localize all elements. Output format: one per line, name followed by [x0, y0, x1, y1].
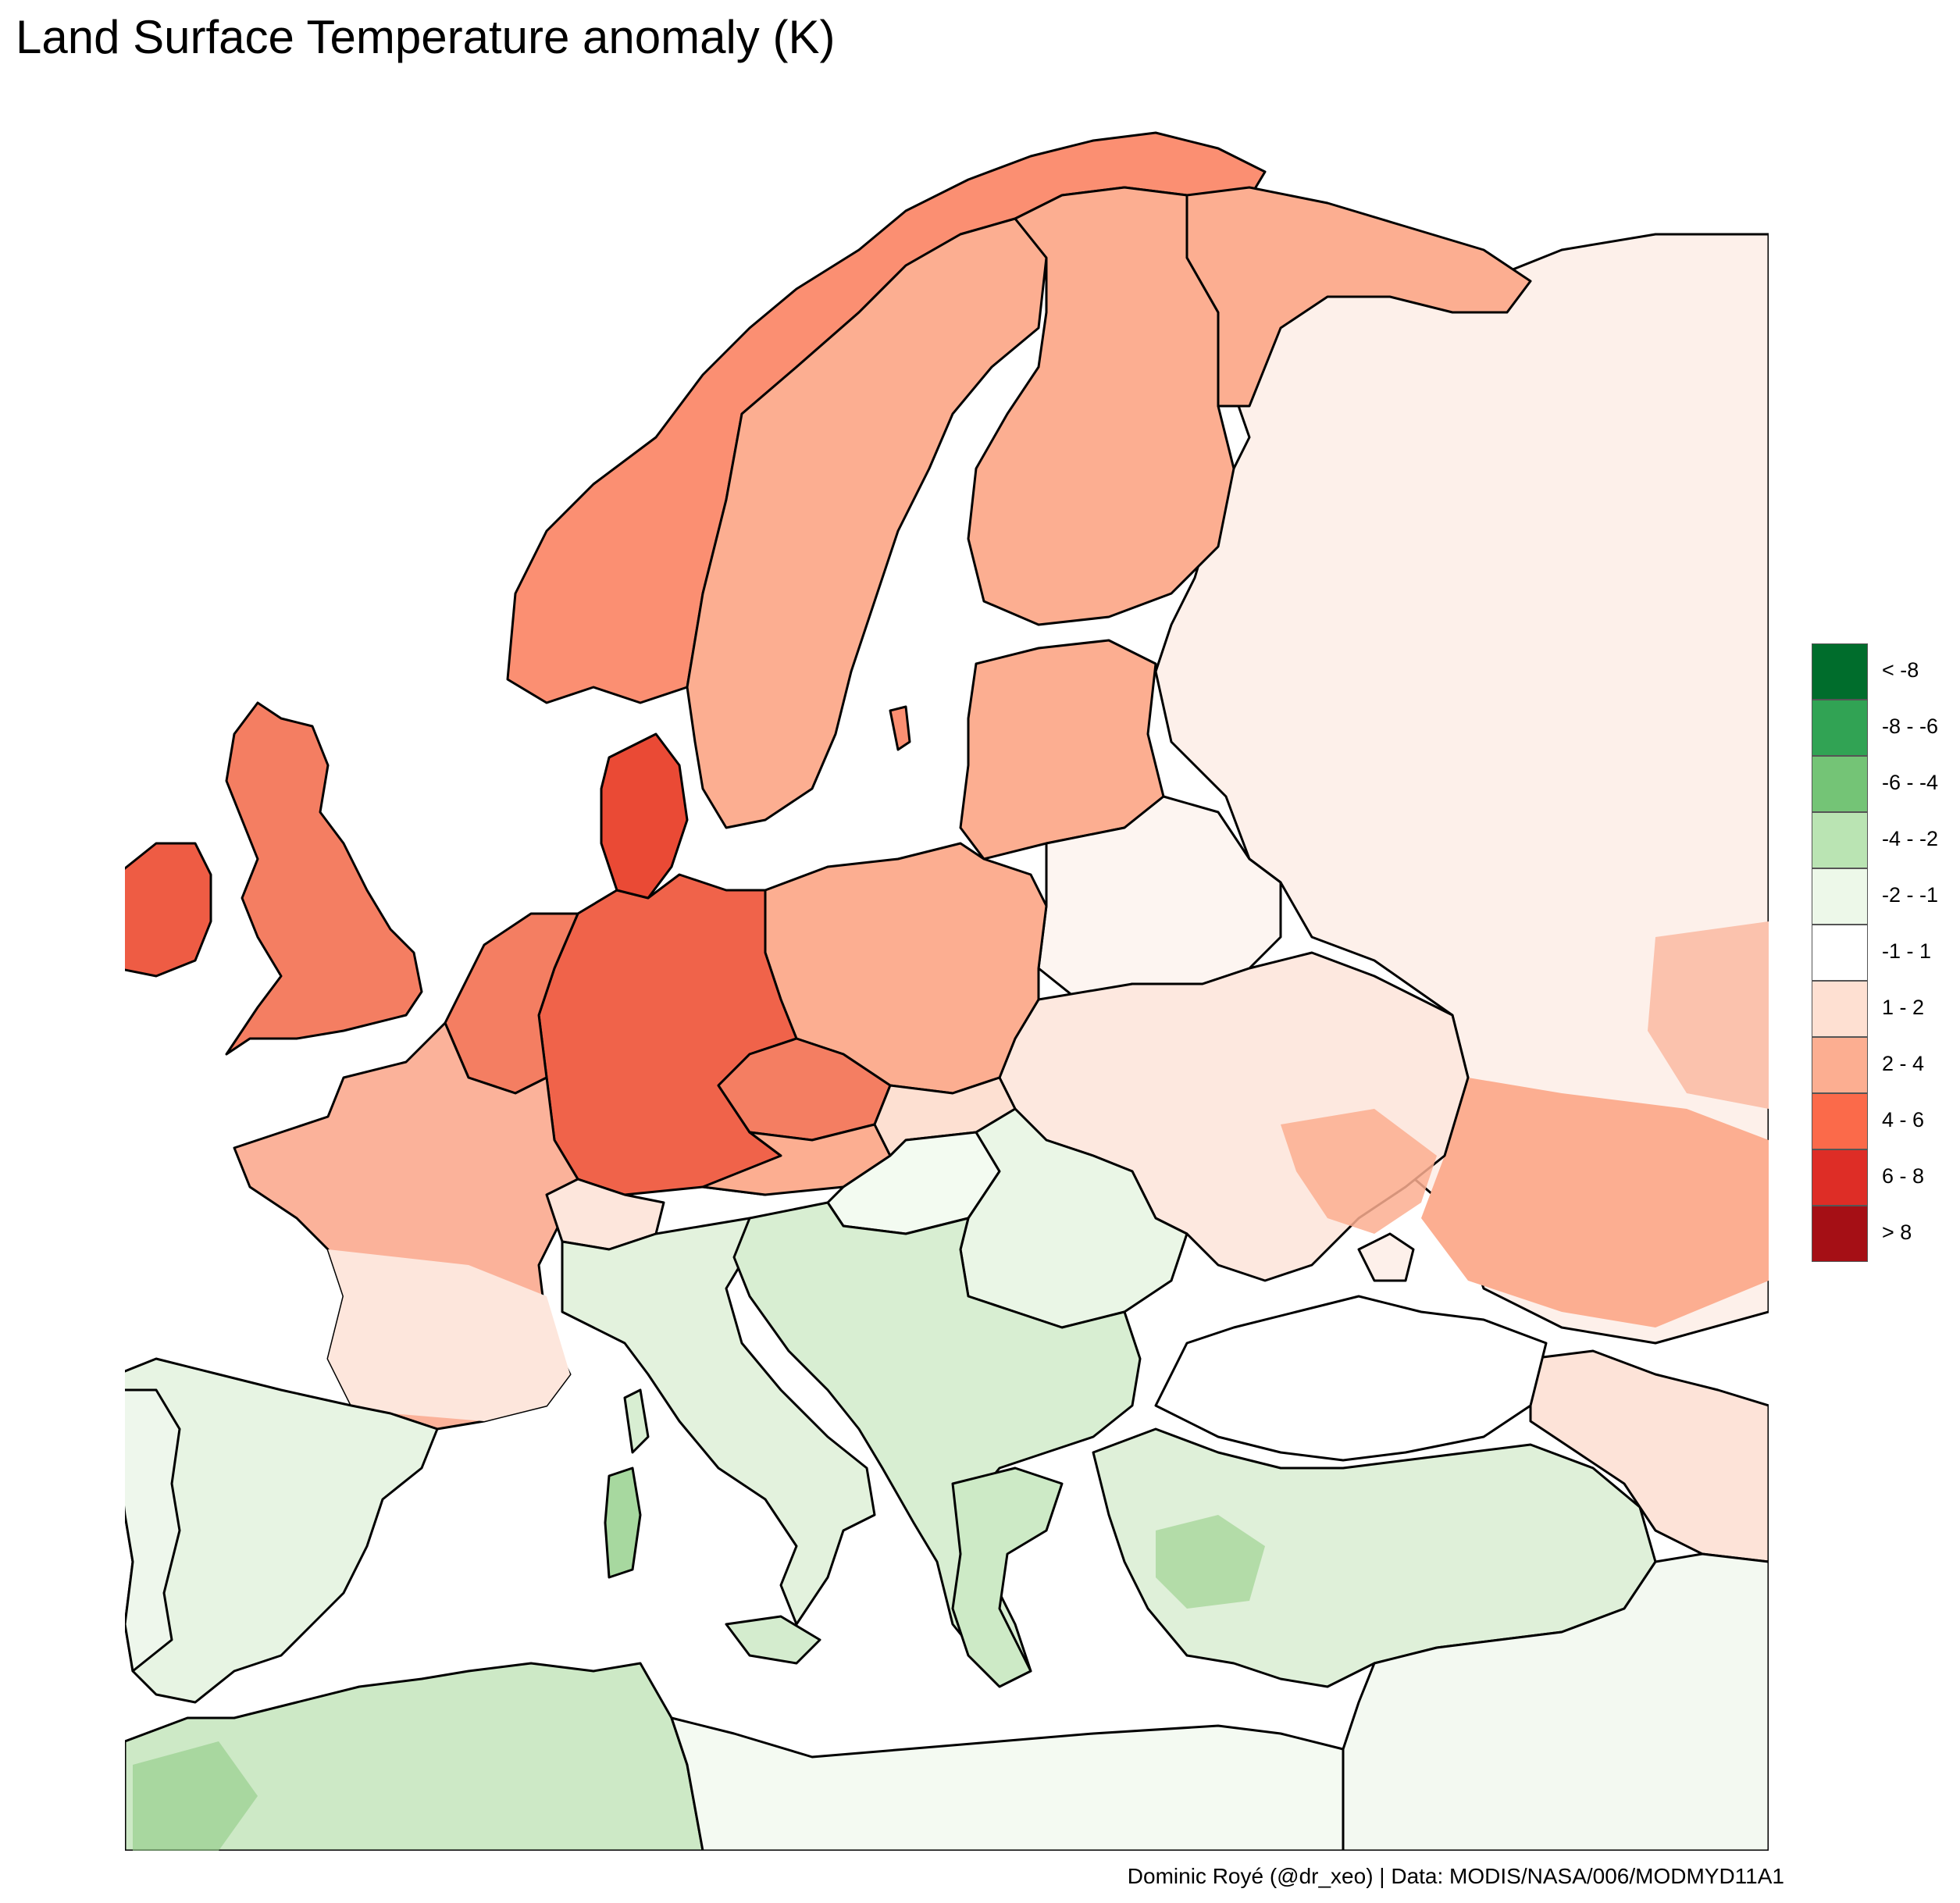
region-crimea	[1357, 1232, 1415, 1282]
region-sicily	[725, 1615, 821, 1665]
legend-swatch	[1812, 700, 1868, 756]
legend-label: < -8	[1882, 658, 1919, 682]
region-denmark	[600, 732, 689, 900]
legend-swatch	[1812, 643, 1868, 700]
region-ireland	[125, 842, 212, 978]
region-corsica	[623, 1388, 650, 1454]
region-greece	[951, 1466, 1064, 1688]
legend-label: -8 - -6	[1882, 715, 1939, 738]
legend-item: -6 - -4	[1812, 756, 1960, 812]
source-caption: Dominic Royé (@dr_xeo) | Data: MODIS/NAS…	[1127, 1864, 1784, 1888]
legend-label: -6 - -4	[1882, 771, 1939, 794]
legend-swatch	[1812, 1093, 1868, 1149]
legend-label: > 8	[1882, 1221, 1912, 1244]
legend-item: < -8	[1812, 643, 1960, 700]
region-turkey-green	[1156, 1515, 1265, 1609]
legend-swatch	[1812, 1206, 1868, 1262]
region-great-britain	[225, 701, 423, 1056]
region-sardinia	[604, 1466, 642, 1579]
legend-label: 6 - 8	[1882, 1164, 1925, 1188]
legend-swatch	[1812, 1149, 1868, 1206]
region-sweden	[686, 217, 1048, 829]
legend-item: 6 - 8	[1812, 1149, 1960, 1206]
legend-label: 1 - 2	[1882, 996, 1925, 1019]
region-portugal	[125, 1388, 181, 1673]
legend-item: 1 - 2	[1812, 981, 1960, 1037]
legend-item: -8 - -6	[1812, 700, 1960, 756]
region-north-africa-green	[133, 1741, 258, 1851]
legend-item: -2 - -1	[1812, 868, 1960, 925]
legend-label: -1 - 1	[1882, 939, 1932, 963]
legend-swatch	[1812, 812, 1868, 868]
legend-swatch	[1812, 1037, 1868, 1093]
legend-item: -4 - -2	[1812, 812, 1960, 868]
region-belarus	[1037, 795, 1282, 1001]
legend-label: 2 - 4	[1882, 1052, 1925, 1075]
map-title: Land Surface Temperature anomaly (K)	[16, 11, 836, 63]
region-kola	[1185, 186, 1532, 408]
region-russia-warm-east	[1648, 921, 1769, 1109]
legend-item: > 8	[1812, 1206, 1960, 1262]
region-gotland	[889, 705, 911, 751]
region-ukraine-warm	[1281, 1109, 1437, 1234]
legend-label: 4 - 6	[1882, 1108, 1925, 1131]
region-libya-egypt	[670, 1716, 1345, 1851]
legend-swatch	[1812, 981, 1868, 1037]
legend-item: 2 - 4	[1812, 1037, 1960, 1093]
region-germany	[537, 873, 798, 1196]
legend-item: 4 - 6	[1812, 1093, 1960, 1149]
legend-swatch	[1812, 868, 1868, 925]
legend-item: -1 - 1	[1812, 925, 1960, 981]
legend-label: -2 - -1	[1882, 883, 1939, 907]
legend-label: -4 - -2	[1882, 827, 1939, 850]
black-sea	[1154, 1295, 1548, 1462]
region-south-russia	[1421, 1078, 1769, 1327]
region-france-south	[328, 1249, 570, 1421]
legend-swatch	[1812, 756, 1868, 812]
legend-swatch	[1812, 925, 1868, 981]
